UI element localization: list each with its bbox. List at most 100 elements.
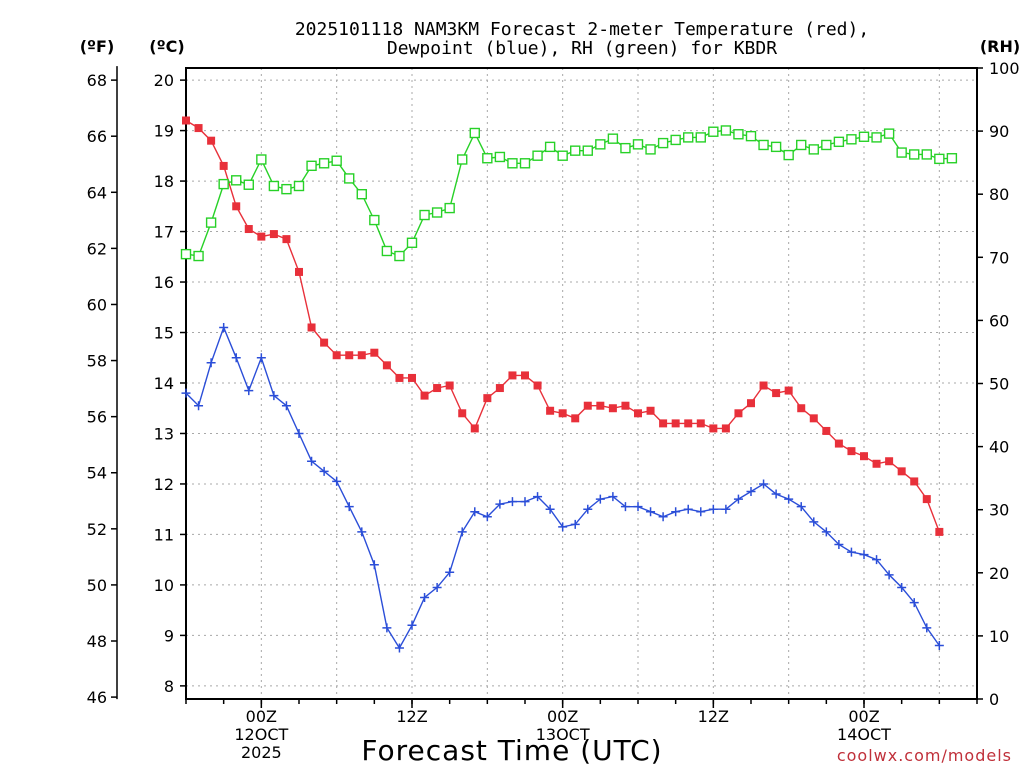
data-point xyxy=(219,161,228,170)
data-point xyxy=(344,502,354,512)
data-point xyxy=(571,414,580,423)
data-point xyxy=(269,230,278,239)
data-point xyxy=(834,439,843,448)
fahrenheit-tick-label: 56 xyxy=(87,408,107,427)
data-point xyxy=(307,323,316,332)
rh-tick-label: 90 xyxy=(989,122,1009,141)
data-point xyxy=(419,209,430,221)
data-point xyxy=(771,489,781,499)
data-point xyxy=(582,145,593,156)
data-point xyxy=(344,173,355,184)
data-point xyxy=(218,178,229,190)
data-point xyxy=(822,426,831,435)
data-point xyxy=(910,477,919,486)
data-point xyxy=(696,507,706,517)
x-tick-label: 12Z xyxy=(698,707,729,726)
data-point xyxy=(809,414,818,423)
data-point xyxy=(431,207,443,218)
data-point xyxy=(458,409,467,418)
rh-tick-label: 10 xyxy=(989,627,1009,646)
celsius-tick-label: 14 xyxy=(154,374,174,393)
rh-tick-label: 30 xyxy=(989,501,1009,520)
data-point xyxy=(834,540,844,550)
x-tick-label: 14OCT xyxy=(837,725,891,744)
data-point xyxy=(231,353,241,363)
chart-title-line2: Dewpoint (blue), RH (green) for KBDR xyxy=(387,38,777,59)
data-point xyxy=(596,401,605,410)
rh-tick-label: 50 xyxy=(989,375,1009,394)
data-point xyxy=(182,116,190,125)
data-point xyxy=(583,401,592,410)
data-point xyxy=(544,141,556,153)
data-point xyxy=(521,371,529,380)
data-point xyxy=(871,132,882,143)
data-point xyxy=(683,132,694,143)
celsius-tick-label: 17 xyxy=(154,223,174,242)
data-point xyxy=(558,409,567,418)
watermark: coolwx.com/models xyxy=(837,746,1012,765)
rh-tick-label: 80 xyxy=(989,185,1009,204)
data-point xyxy=(770,141,782,153)
data-point xyxy=(318,158,330,169)
data-point xyxy=(860,452,868,461)
data-point xyxy=(659,419,668,428)
data-point xyxy=(546,406,555,415)
data-point xyxy=(670,134,681,146)
celsius-tick-label: 19 xyxy=(154,122,174,141)
data-point xyxy=(784,386,793,395)
data-point xyxy=(846,547,856,557)
data-point xyxy=(883,128,895,139)
data-point xyxy=(808,144,819,155)
data-point xyxy=(696,419,705,428)
data-point xyxy=(257,232,266,241)
data-point xyxy=(758,139,769,151)
data-point xyxy=(520,497,530,507)
fahrenheit-tick-label: 54 xyxy=(87,464,107,483)
data-point xyxy=(921,149,932,160)
data-point xyxy=(320,338,329,347)
data-point xyxy=(457,154,468,165)
rh-tick-label: 60 xyxy=(989,311,1009,330)
data-point xyxy=(909,598,919,608)
data-point xyxy=(621,401,630,410)
data-point xyxy=(407,620,417,630)
data-point xyxy=(483,394,492,403)
data-point xyxy=(256,353,266,363)
x-tick-label: 00Z xyxy=(246,707,277,726)
data-point xyxy=(583,504,593,514)
data-point xyxy=(935,527,944,536)
data-point xyxy=(620,142,631,154)
data-point xyxy=(934,640,944,650)
data-point xyxy=(406,237,418,248)
data-point xyxy=(796,139,807,151)
celsius-tick-label: 10 xyxy=(154,576,174,595)
data-point xyxy=(232,202,241,211)
data-point xyxy=(533,492,543,502)
data-point xyxy=(759,479,769,489)
data-point xyxy=(256,154,267,165)
data-point xyxy=(897,582,907,592)
data-point xyxy=(282,235,291,244)
data-point xyxy=(207,136,216,145)
data-point xyxy=(294,428,304,438)
data-point xyxy=(646,406,655,415)
data-point xyxy=(683,504,693,514)
data-point xyxy=(946,153,958,164)
fahrenheit-tick-label: 50 xyxy=(87,576,107,595)
data-point xyxy=(595,139,606,150)
data-point xyxy=(658,512,668,522)
data-point xyxy=(595,494,605,504)
data-point xyxy=(433,384,442,393)
data-point xyxy=(872,555,882,565)
celsius-tick-label: 12 xyxy=(154,475,174,494)
data-point xyxy=(194,401,204,411)
data-point xyxy=(784,494,794,504)
rh-tick-label: 40 xyxy=(989,438,1009,457)
gridlines xyxy=(186,68,977,699)
data-point xyxy=(495,499,505,509)
data-point xyxy=(796,502,806,512)
data-point xyxy=(721,504,731,514)
x-tick-label: 00Z xyxy=(547,707,578,726)
data-point xyxy=(420,391,429,400)
data-point xyxy=(306,160,317,172)
